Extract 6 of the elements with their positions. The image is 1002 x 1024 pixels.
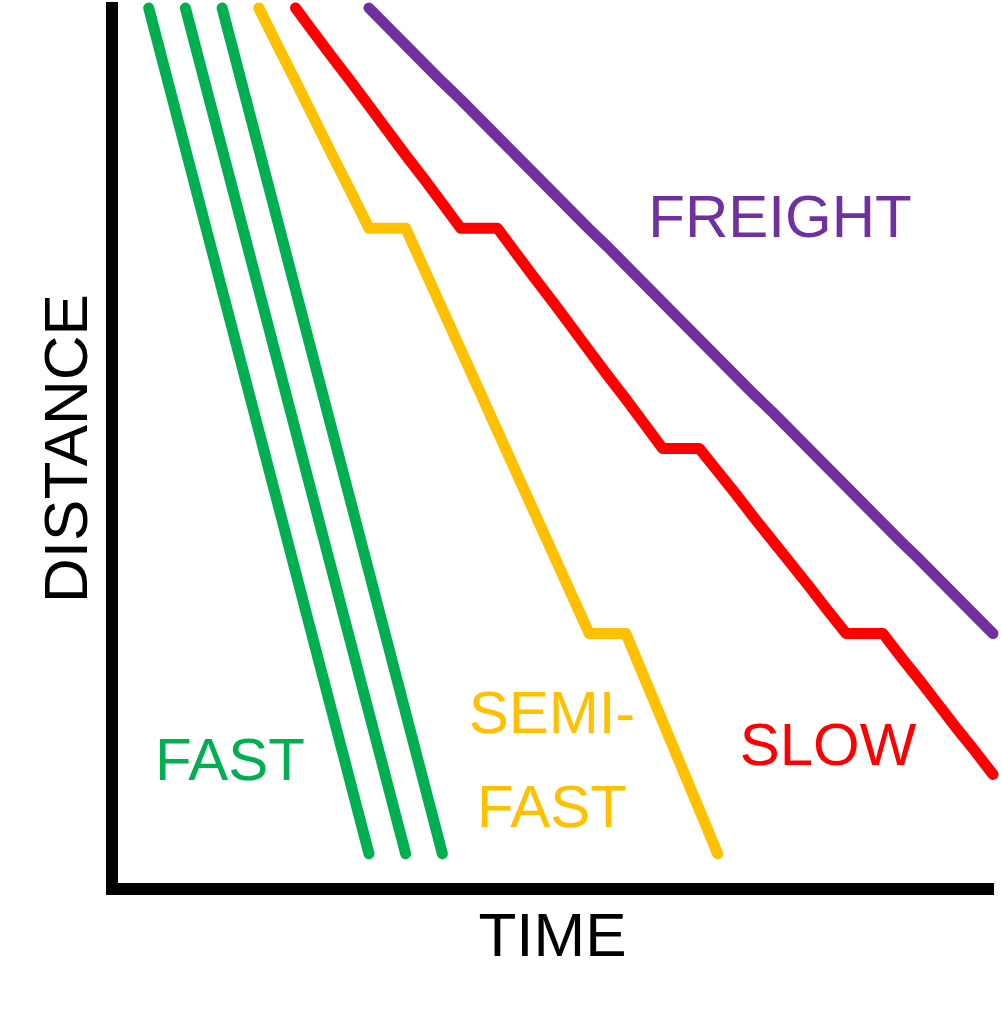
y-axis-title: DISTANCE	[31, 294, 101, 603]
x-axis-title: TIME	[478, 899, 627, 969]
series-label: SLOW	[739, 711, 917, 778]
series-label: FREIGHT	[648, 183, 912, 250]
series-label: FAST	[154, 726, 306, 793]
series-label: SEMI-FAST	[468, 679, 636, 840]
